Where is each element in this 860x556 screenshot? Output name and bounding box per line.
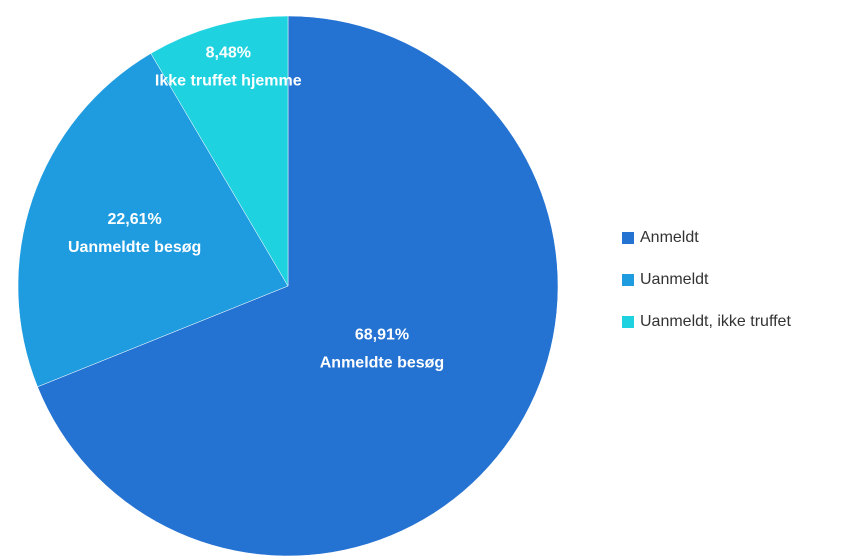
slice-label: Anmeldte besøg	[320, 355, 444, 372]
legend-swatch	[622, 232, 634, 244]
legend-swatch	[622, 316, 634, 328]
pie-slice	[37, 15, 559, 556]
legend-label: Uanmeldt	[640, 271, 709, 288]
pie-slice	[17, 53, 289, 388]
legend-label: Uanmeldt, ikke truffet	[640, 313, 791, 330]
slice-value-label: 8,48%	[206, 44, 251, 61]
slice-value-label: 68,91%	[355, 327, 409, 344]
legend-label: Anmeldt	[640, 229, 699, 246]
slice-value-label: 22,61%	[107, 211, 161, 228]
slice-label: Ikke truffet hjemme	[155, 72, 302, 89]
legend-swatch	[622, 274, 634, 286]
slice-label: Uanmeldte besøg	[68, 239, 201, 256]
pie-slice	[150, 15, 289, 287]
